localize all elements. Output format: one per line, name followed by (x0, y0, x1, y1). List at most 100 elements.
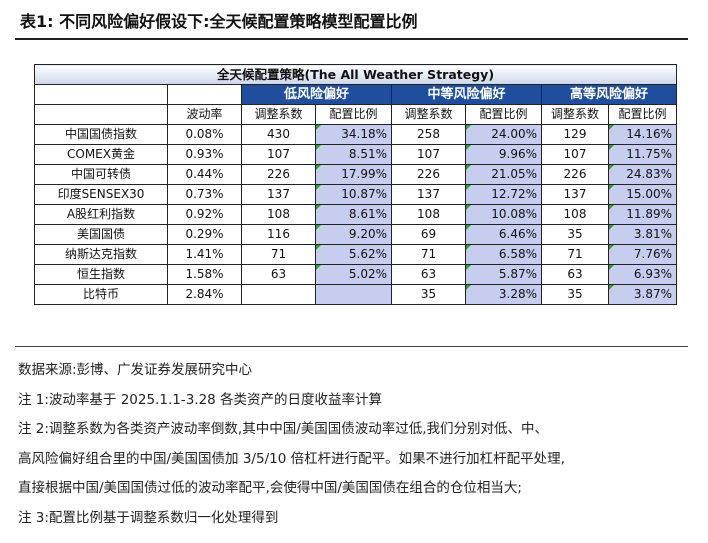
table-row: 比特币 2.84% 35 3.28% 35 3.87% (34, 284, 678, 305)
group-header-row: 低风险偏好 中等风险偏好 高等风险偏好 (34, 84, 678, 105)
high-factor-cell: 71 (541, 244, 609, 265)
header-mid-ratio: 配置比例 (465, 104, 542, 125)
volatility-cell: 0.92% (167, 204, 242, 225)
mid-factor-cell: 258 (391, 124, 466, 145)
table-row: 纳斯达克指数 1.41% 71 5.62% 71 6.58% 71 7.76% (34, 244, 678, 265)
asset-name-cell: 中国可转债 (34, 164, 168, 185)
asset-name-cell: 美国国债 (34, 224, 168, 245)
high-ratio-cell: 3.81% (607, 224, 678, 245)
mid-factor-cell: 71 (391, 244, 466, 265)
low-factor-cell: 430 (241, 124, 316, 145)
note-2-line-1: 注 2:调整系数为各类资产波动率倒数,其中中国/美国国债波动率过低,我们分别对低… (18, 421, 549, 437)
table-row: A股红利指数 0.92% 108 8.61% 108 10.08% 108 11.89% (34, 204, 678, 225)
high-factor-cell: 35 (541, 284, 609, 305)
subheader-row: 波动率 调整系数 配置比例 调整系数 配置比例 调整系数 配置比例 (34, 104, 678, 125)
volatility-cell: 1.58% (167, 264, 242, 285)
table-heading: 表1: 不同风险偏好假设下:全天候配置策略模型配置比例 (20, 8, 418, 32)
note-3: 注 3:配置比例基于调整系数归一化处理得到 (18, 509, 279, 526)
low-factor-cell: 137 (241, 184, 316, 205)
mid-factor-cell: 137 (391, 184, 466, 205)
high-factor-cell: 226 (541, 164, 609, 185)
top-divider (15, 38, 688, 40)
asset-name-cell: 比特币 (34, 284, 168, 305)
mid-ratio-cell: 5.87% (465, 264, 542, 285)
high-factor-cell: 108 (541, 204, 609, 225)
table-row: 印度SENSEX30 0.73% 137 10.87% 137 12.72% 137 15.0… (34, 184, 678, 205)
note-1: 注 1:波动率基于 2025.1.1-3.28 各类资产的日度收益率计算 (18, 391, 383, 408)
header-high-ratio: 配置比例 (607, 104, 678, 125)
asset-name-cell: 纳斯达克指数 (34, 244, 168, 265)
high-ratio-cell: 3.87% (607, 284, 678, 305)
low-ratio-cell: 8.61% (315, 204, 392, 225)
notes-divider (15, 346, 688, 347)
mid-factor-cell: 63 (391, 264, 466, 285)
mid-ratio-cell: 12.72% (465, 184, 542, 205)
high-factor-cell: 137 (541, 184, 609, 205)
header-high-factor: 调整系数 (541, 104, 609, 125)
asset-name-cell: 中国国债指数 (34, 124, 168, 145)
low-factor-cell: 226 (241, 164, 316, 185)
low-factor-cell: 107 (241, 144, 316, 165)
mid-factor-cell: 69 (391, 224, 466, 245)
header-low-factor: 调整系数 (241, 104, 316, 125)
mid-factor-cell: 107 (391, 144, 466, 165)
table-row: 美国国债 0.29% 116 9.20% 69 6.46% 35 3.81% (34, 224, 678, 245)
mid-factor-cell: 226 (391, 164, 466, 185)
table-title-row: 全天候配置策略(The All Weather Strategy) (33, 64, 678, 85)
mid-ratio-cell: 24.00% (465, 124, 542, 145)
volatility-cell: 0.44% (167, 164, 242, 185)
low-ratio-cell: 10.87% (315, 184, 392, 205)
mid-ratio-cell: 6.46% (465, 224, 542, 245)
high-ratio-cell: 24.83% (607, 164, 678, 185)
header-low-ratio: 配置比例 (315, 104, 392, 125)
table-number: 表1: (20, 12, 54, 31)
mid-factor-cell: 108 (391, 204, 466, 225)
asset-name-cell: A股红利指数 (34, 204, 168, 225)
mid-ratio-cell: 6.58% (465, 244, 542, 265)
group-low-risk: 低风险偏好 (241, 84, 392, 105)
low-ratio-cell: 5.02% (315, 264, 392, 285)
mid-ratio-cell: 9.96% (465, 144, 542, 165)
blank-header-cell (167, 84, 242, 105)
high-ratio-cell: 14.16% (607, 124, 678, 145)
volatility-cell: 0.29% (167, 224, 242, 245)
mid-ratio-cell: 3.28% (465, 284, 542, 305)
low-factor-cell: 108 (241, 204, 316, 225)
low-factor-cell: 116 (241, 224, 316, 245)
mid-factor-cell: 35 (391, 284, 466, 305)
allocation-table: 全天候配置策略(The All Weather Strategy) 低风险偏好 … (33, 64, 678, 305)
asset-name-cell: 恒生指数 (34, 264, 168, 285)
blank-header-cell (34, 104, 168, 125)
volatility-cell: 0.73% (167, 184, 242, 205)
high-factor-cell: 107 (541, 144, 609, 165)
blank-header-cell (34, 84, 168, 105)
header-volatility: 波动率 (167, 104, 242, 125)
volatility-cell: 2.84% (167, 284, 242, 305)
volatility-cell: 1.41% (167, 244, 242, 265)
low-factor-cell (241, 284, 316, 305)
high-ratio-cell: 15.00% (607, 184, 678, 205)
low-ratio-cell (315, 284, 392, 305)
high-ratio-cell: 6.93% (607, 264, 678, 285)
low-factor-cell: 71 (241, 244, 316, 265)
note-2-line-3: 直接根据中国/美国国债过低的波动率配平,会使得中国/美国国债在组合的仓位相当大; (18, 480, 522, 496)
table-row: 中国国债指数 0.08% 430 34.18% 258 24.00% 129 14.16% (34, 124, 678, 145)
low-ratio-cell: 17.99% (315, 164, 392, 185)
high-ratio-cell: 11.89% (607, 204, 678, 225)
table-title: 不同风险偏好假设下:全天候配置策略模型配置比例 (59, 12, 418, 31)
volatility-cell: 0.08% (167, 124, 242, 145)
asset-name-cell: COMEX黄金 (34, 144, 168, 165)
high-factor-cell: 129 (541, 124, 609, 145)
low-ratio-cell: 5.62% (315, 244, 392, 265)
high-factor-cell: 35 (541, 224, 609, 245)
table-row: 恒生指数 1.58% 63 5.02% 63 5.87% 63 6.93% (34, 264, 678, 285)
notes-section: 数据来源:彭博、广发证券发展研究中心 注 1:波动率基于 2025.1.1-3.… (18, 356, 698, 533)
low-ratio-cell: 8.51% (315, 144, 392, 165)
low-ratio-cell: 9.20% (315, 224, 392, 245)
source-note: 数据来源:彭博、广发证券发展研究中心 (18, 362, 253, 378)
high-ratio-cell: 7.76% (607, 244, 678, 265)
note-2-line-2: 高风险偏好组合里的中国/美国国债加 3/5/10 倍杠杆进行配平。如果不进行加杠… (18, 450, 565, 467)
asset-name-cell: 印度SENSEX30 (34, 184, 168, 205)
table-row: 中国可转债 0.44% 226 17.99% 226 21.05% 226 24.83% (34, 164, 678, 185)
group-mid-risk: 中等风险偏好 (391, 84, 542, 105)
